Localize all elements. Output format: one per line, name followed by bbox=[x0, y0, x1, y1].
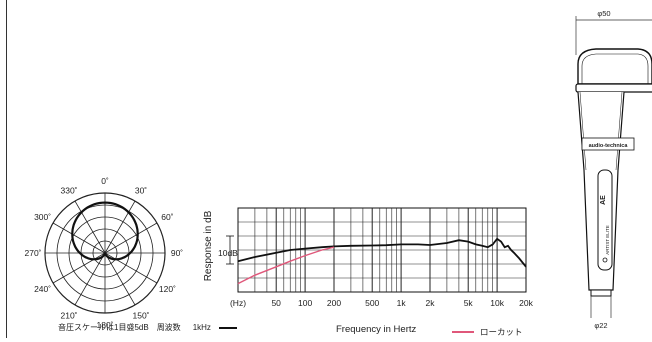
microphone-drawing: φ50 audio-technica AE ARTIST ELITE φ22 bbox=[575, 9, 652, 330]
polar-angle-label: 30˚ bbox=[135, 186, 147, 196]
chart-grid bbox=[237, 207, 527, 293]
polar-angle-label: 330˚ bbox=[60, 186, 77, 196]
polar-spoke bbox=[52, 252, 106, 284]
x-tick-label: 20k bbox=[519, 298, 533, 308]
mic-connector bbox=[590, 289, 612, 297]
mic-body-edge-right bbox=[615, 91, 623, 171]
lowcut-legend-line bbox=[452, 331, 474, 333]
lowcut-legend-label: ローカット bbox=[480, 327, 523, 337]
polar-angle-label: 60˚ bbox=[161, 212, 173, 222]
chart-series bbox=[237, 237, 527, 285]
x-tick-label: 100 bbox=[298, 298, 312, 308]
left-border-line bbox=[6, 0, 7, 338]
polar-caption: 音圧スケールは1目盛5dB 周波数 1kHz bbox=[58, 322, 237, 333]
polar-spokes bbox=[45, 193, 165, 313]
mic-brand-band bbox=[581, 137, 635, 151]
x-tick-label: (Hz) bbox=[230, 298, 246, 308]
x-tick-label: 500 bbox=[365, 298, 379, 308]
frequency-response-chart: (Hz) 50 100 200 500 1k 2k 5k 10k 20k Response in … bbox=[203, 207, 534, 335]
x-tick-label: 50 bbox=[271, 298, 281, 308]
mic-brand-label: audio-technica bbox=[589, 143, 629, 149]
polar-angle-label: 180˚ bbox=[96, 320, 113, 330]
polar-spoke bbox=[104, 222, 158, 254]
polar-pattern: 0˚ 30˚ 60˚ 90˚ 120˚ 150˚ 180˚ 210˚ 240˚ 270˚ 300˚ 3… bbox=[24, 176, 183, 330]
polar-angle-label: 120˚ bbox=[159, 284, 176, 294]
x-tick-label: 1k bbox=[397, 298, 407, 308]
polar-angle-label: 210˚ bbox=[60, 310, 77, 320]
y-scale-marker bbox=[226, 235, 234, 265]
y-axis-label: Response in dB bbox=[203, 210, 214, 281]
freq-value: 1kHz bbox=[192, 323, 211, 332]
polar-angle-label: 300˚ bbox=[34, 212, 51, 222]
polar-angle-label: 0˚ bbox=[101, 176, 109, 186]
lowcut-line bbox=[237, 246, 335, 285]
mic-grille-inner bbox=[581, 53, 649, 84]
polar-angle-label: 90˚ bbox=[171, 248, 183, 258]
polar-spoke bbox=[74, 200, 106, 254]
polar-spoke bbox=[104, 252, 158, 284]
mic-indicator bbox=[602, 257, 608, 263]
lowcut-legend: ローカット bbox=[452, 326, 523, 338]
polar-angle-label: 240˚ bbox=[34, 284, 51, 294]
polar-angle-label: 270˚ bbox=[24, 248, 41, 258]
x-tick-label: 200 bbox=[327, 298, 341, 308]
polar-spoke bbox=[104, 200, 136, 254]
x-axis-label: Frequency in Hertz bbox=[336, 324, 417, 335]
x-tick-label: 5k bbox=[464, 298, 474, 308]
mic-body-edge-left bbox=[579, 91, 587, 171]
polar-legend-line bbox=[218, 326, 237, 329]
polar-spoke bbox=[104, 252, 136, 306]
bottom-diameter-label: φ22 bbox=[594, 321, 607, 330]
mic-side-text: ARTIST ELITE bbox=[605, 225, 610, 255]
x-tick-label: 2k bbox=[426, 298, 436, 308]
top-diameter-label: φ50 bbox=[597, 9, 610, 18]
y-scale-label: 10dB bbox=[218, 248, 238, 258]
freq-label: 周波数 bbox=[156, 323, 181, 332]
scale-note: 音圧スケールは1目盛5dB bbox=[58, 323, 149, 332]
mic-model-label: AE bbox=[600, 195, 607, 205]
polar-spoke bbox=[74, 252, 106, 306]
mic-switch-panel bbox=[597, 169, 613, 271]
mic-grille-ring bbox=[575, 83, 652, 93]
x-tick-label: 10k bbox=[490, 298, 504, 308]
x-tick-labels: (Hz) 50 100 200 500 1k 2k 5k 10k 20k bbox=[230, 298, 534, 308]
polar-angle-label: 150˚ bbox=[132, 310, 149, 320]
response-line bbox=[237, 237, 527, 268]
polar-response-curve bbox=[71, 201, 139, 261]
polar-spoke bbox=[52, 222, 106, 254]
polar-angle-labels: 0˚ 30˚ 60˚ 90˚ 120˚ 150˚ 180˚ 210˚ 240˚ 270˚ 300˚ 3… bbox=[24, 176, 183, 330]
